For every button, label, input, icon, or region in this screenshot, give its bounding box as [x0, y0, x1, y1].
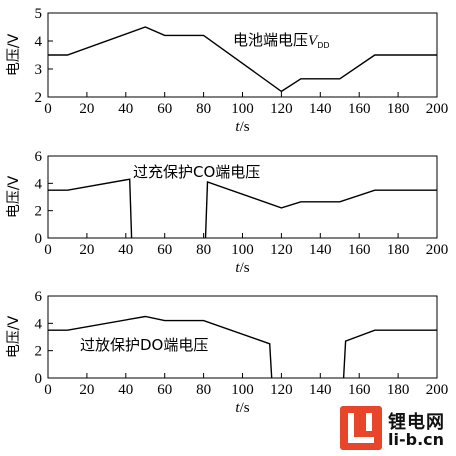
y-tick-label: 0 [35, 371, 43, 387]
x-tick-label: 180 [387, 101, 410, 117]
y-tick-label: 2 [35, 344, 43, 360]
y-tick-label: 5 [35, 6, 43, 22]
x-axis-label: t/s [235, 260, 249, 276]
x-tick-label: 140 [309, 242, 332, 258]
x-tick-label: 200 [426, 242, 449, 258]
x-axis-label: t/s [235, 400, 249, 416]
y-axis-label: 电压/V [6, 33, 22, 76]
x-tick-label: 140 [309, 382, 332, 398]
x-tick-label: 200 [426, 382, 449, 398]
x-tick-label: 40 [118, 242, 133, 258]
series-annotation: 电池端电压VDD [233, 31, 330, 50]
y-tick-label: 6 [35, 289, 43, 305]
series-line-segment-1 [48, 26, 437, 93]
x-tick-label: 60 [157, 242, 172, 258]
chart-panel-3: 0 20 40 60 80 100 120 140 160 180 200 0 2 4 6 电压/V t/s 过放… [6, 289, 448, 416]
logo-name: 锂电网 [388, 412, 445, 433]
x-tick-label: 40 [118, 101, 133, 117]
y-tick-label: 6 [35, 149, 43, 165]
series-line-segment-1 [48, 315, 273, 379]
x-tick-label: 20 [79, 382, 94, 398]
x-tick-label: 0 [44, 382, 52, 398]
y-tick-label: 2 [35, 204, 43, 220]
x-tick-label: 100 [231, 242, 254, 258]
x-tick-label: 100 [231, 382, 254, 398]
series-annotation: 过放保护DO端电压 [80, 336, 208, 354]
series-line-segment-2 [204, 181, 437, 239]
x-tick-label: 40 [118, 382, 133, 398]
x-tick-label: 20 [79, 242, 94, 258]
y-tick-label: 3 [35, 62, 43, 78]
x-tick-label: 60 [157, 101, 172, 117]
chart-panel-1: 0 20 40 60 80 100 120 140 160 180 200 2 3 4 5 电压/V t/s 电池… [6, 6, 448, 135]
series-line-segment-2 [342, 329, 437, 379]
chart-panel-2: 0 20 40 60 80 100 120 140 160 180 200 0 2 4 6 电压/V t/s 过充… [6, 149, 448, 276]
x-tick-label: 180 [387, 242, 410, 258]
x-tick-label: 180 [387, 382, 410, 398]
x-tick-label: 80 [196, 382, 211, 398]
x-tick-label: 100 [231, 101, 254, 117]
x-tick-label: 160 [348, 101, 371, 117]
x-tick-label: 80 [196, 242, 211, 258]
x-axis-label: t/s [235, 119, 249, 135]
logo-mark-icon [340, 406, 382, 450]
x-tick-label: 200 [426, 101, 449, 117]
x-tick-label: 80 [196, 101, 211, 117]
watermark-logo: 锂电网 li-b.cn [336, 404, 456, 456]
series-line-segment-1 [48, 178, 133, 239]
x-tick-label: 120 [270, 242, 293, 258]
x-tick-label: 0 [44, 101, 52, 117]
y-tick-label: 0 [35, 231, 43, 247]
y-tick-label: 2 [35, 90, 43, 106]
x-tick-label: 120 [270, 382, 293, 398]
x-tick-label: 20 [79, 101, 94, 117]
series-annotation: 过充保护CO端电压 [133, 163, 260, 181]
y-tick-label: 4 [35, 34, 43, 50]
y-tick-label: 4 [35, 176, 43, 192]
x-tick-label: 0 [44, 242, 52, 258]
x-tick-label: 140 [309, 101, 332, 117]
x-tick-label: 160 [348, 382, 371, 398]
logo-url: li-b.cn [388, 430, 445, 449]
y-axis-label: 电压/V [6, 315, 22, 358]
x-tick-label: 60 [157, 382, 172, 398]
y-tick-label: 4 [35, 316, 43, 332]
y-axis-label: 电压/V [6, 175, 22, 218]
x-tick-label: 160 [348, 242, 371, 258]
x-tick-label: 120 [270, 101, 293, 117]
